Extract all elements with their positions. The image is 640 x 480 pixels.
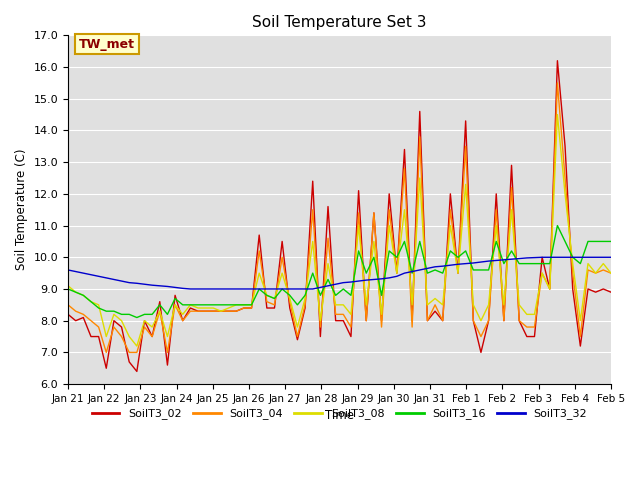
SoilT3_16	[378, 292, 385, 298]
SoilT3_04	[439, 318, 447, 324]
SoilT3_16	[416, 239, 424, 244]
SoilT3_32	[378, 276, 385, 282]
SoilT3_32	[255, 286, 263, 292]
SoilT3_02	[378, 318, 385, 324]
SoilT3_08	[607, 270, 615, 276]
SoilT3_02	[133, 369, 141, 374]
Line: SoilT3_02: SoilT3_02	[68, 60, 611, 372]
SoilT3_16	[607, 239, 615, 244]
Line: SoilT3_04: SoilT3_04	[68, 83, 611, 352]
SoilT3_32	[186, 286, 194, 292]
SoilT3_16	[64, 286, 72, 292]
SoilT3_32	[439, 263, 447, 269]
Line: SoilT3_08: SoilT3_08	[68, 115, 611, 346]
Title: Soil Temperature Set 3: Soil Temperature Set 3	[252, 15, 427, 30]
SoilT3_08	[439, 302, 447, 308]
SoilT3_04	[554, 80, 561, 86]
SoilT3_04	[102, 349, 110, 355]
SoilT3_08	[554, 112, 561, 118]
SoilT3_08	[255, 270, 263, 276]
SoilT3_16	[577, 261, 584, 266]
SoilT3_16	[148, 312, 156, 317]
Text: TW_met: TW_met	[79, 37, 135, 50]
SoilT3_02	[148, 334, 156, 339]
SoilT3_04	[378, 324, 385, 330]
SoilT3_16	[439, 270, 447, 276]
SoilT3_02	[607, 289, 615, 295]
SoilT3_02	[439, 318, 447, 324]
SoilT3_02	[255, 232, 263, 238]
SoilT3_08	[148, 324, 156, 330]
SoilT3_16	[255, 286, 263, 292]
SoilT3_04	[148, 334, 156, 339]
X-axis label: Time: Time	[325, 409, 354, 422]
SoilT3_04	[255, 248, 263, 254]
Y-axis label: Soil Temperature (C): Soil Temperature (C)	[15, 149, 28, 270]
SoilT3_04	[607, 270, 615, 276]
SoilT3_32	[577, 254, 584, 260]
SoilT3_04	[64, 302, 72, 308]
SoilT3_32	[64, 267, 72, 273]
SoilT3_16	[133, 315, 141, 321]
SoilT3_08	[133, 343, 141, 349]
SoilT3_02	[577, 343, 584, 349]
SoilT3_04	[416, 134, 424, 140]
SoilT3_08	[577, 318, 584, 324]
SoilT3_02	[64, 312, 72, 317]
SoilT3_32	[416, 267, 424, 273]
SoilT3_08	[64, 283, 72, 288]
SoilT3_08	[416, 175, 424, 181]
SoilT3_02	[554, 58, 561, 63]
SoilT3_02	[416, 108, 424, 114]
Line: SoilT3_16: SoilT3_16	[68, 226, 611, 318]
SoilT3_32	[607, 254, 615, 260]
SoilT3_08	[378, 312, 385, 317]
Line: SoilT3_32: SoilT3_32	[68, 257, 611, 289]
SoilT3_16	[554, 223, 561, 228]
SoilT3_04	[577, 334, 584, 339]
SoilT3_32	[538, 254, 546, 260]
SoilT3_32	[141, 281, 148, 287]
Legend: SoilT3_02, SoilT3_04, SoilT3_08, SoilT3_16, SoilT3_32: SoilT3_02, SoilT3_04, SoilT3_08, SoilT3_…	[87, 404, 592, 424]
